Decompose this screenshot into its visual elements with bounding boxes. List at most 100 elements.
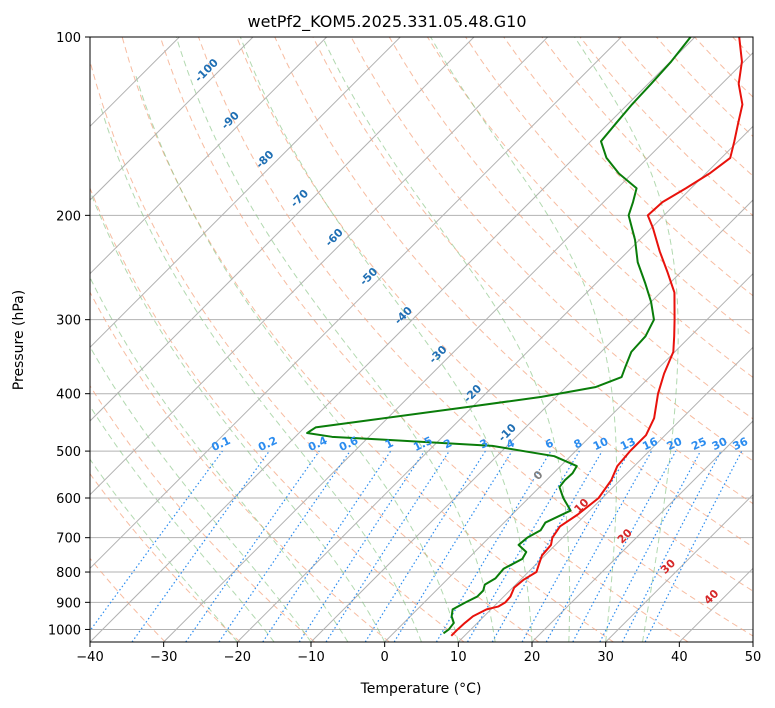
x-tick-label: 0 <box>381 650 389 665</box>
dry-adiabat <box>350 37 753 462</box>
dry-adiabat <box>236 37 753 592</box>
isotherm-line <box>90 37 549 496</box>
dry-adiabat <box>312 37 753 505</box>
x-tick-label: 50 <box>745 650 762 665</box>
dry-adiabat <box>90 384 316 642</box>
isotherm-line <box>90 37 696 642</box>
mixing-ratio-line <box>393 450 513 642</box>
mixing-ratio-line <box>298 450 425 642</box>
dry-adiabat <box>121 37 614 642</box>
x-tick-label: −30 <box>150 650 177 665</box>
y-axis: 100 200 300 400 500 600 700 800 900 1000 <box>48 31 90 638</box>
isotherm-label: -80 <box>253 148 276 171</box>
moist-adiabat <box>322 37 571 642</box>
y-axis-label: Pressure (hPa) <box>11 290 27 390</box>
moist-adiabat <box>134 72 459 642</box>
moist-adiabat <box>99 104 422 642</box>
y-tick-label: 300 <box>56 314 81 329</box>
x-tick-label: −20 <box>224 650 251 665</box>
mixing-ratio-line <box>521 450 631 642</box>
mixing-ratio-line <box>262 450 392 642</box>
mixing-ratio-line <box>599 450 702 642</box>
dry-adiabat <box>388 37 753 420</box>
isotherm-line <box>310 199 753 642</box>
mixing-ratio-label: 20 <box>665 435 685 453</box>
mixing-ratio-label: 1 <box>383 436 395 451</box>
isotherm-label: -60 <box>323 226 346 249</box>
mixing-ratio-line <box>435 450 552 642</box>
moist-adiabat <box>90 189 386 642</box>
dry-adiabat <box>90 186 465 642</box>
dry-adiabat <box>541 37 753 257</box>
dry-adiabat <box>503 37 753 297</box>
x-axis: −40 −30 −20 −10 0 10 20 30 40 50 <box>76 642 761 665</box>
dry-adiabat <box>771 37 775 642</box>
mixing-ratio-line <box>90 450 223 632</box>
dry-adiabat <box>274 37 753 548</box>
isotherm-label: -70 <box>288 187 311 210</box>
moist-adiabat <box>90 276 349 642</box>
dry-adiabat <box>694 37 753 98</box>
isotherm-line <box>90 37 475 422</box>
isotherm-label: -100 <box>192 56 221 85</box>
moist-adiabat <box>90 405 275 642</box>
isotherm-label: -40 <box>392 304 415 327</box>
isotherm-label: -50 <box>357 265 380 288</box>
x-tick-label: −10 <box>297 650 324 665</box>
isotherm-line <box>752 641 753 642</box>
isotherm-line <box>605 493 753 642</box>
isotherm-line <box>90 37 401 349</box>
mixing-ratio-line <box>545 450 653 642</box>
x-axis-label: Temperature (°C) <box>360 681 482 697</box>
moist-adiabat <box>175 37 496 642</box>
mixing-ratio-label: 10 <box>591 435 611 453</box>
mixing-ratio-line <box>644 450 743 642</box>
moist-adiabat <box>239 37 533 642</box>
x-tick-label: 40 <box>671 650 688 665</box>
plot-frame <box>89 36 754 643</box>
mixing-ratio-label: 36 <box>731 435 751 453</box>
x-tick-label: 20 <box>524 650 541 665</box>
x-tick-label: 10 <box>450 650 467 665</box>
dry-adiabat <box>465 37 753 337</box>
isotherm-label: -90 <box>219 109 242 132</box>
isotherm-line <box>384 272 753 642</box>
y-tick-label: 800 <box>56 566 81 581</box>
isotherm-label: -20 <box>461 382 484 405</box>
moist-adiabat <box>574 37 679 642</box>
mixing-ratio-label: 16 <box>640 435 660 453</box>
mixing-ratio-line <box>325 450 450 642</box>
dry-adiabat <box>426 37 753 378</box>
background-grid <box>90 37 775 642</box>
temperature-profile-line <box>450 37 744 637</box>
dry-adiabat <box>90 472 241 642</box>
y-tick-label: 1000 <box>48 623 81 638</box>
mixing-ratio-label: 6 <box>543 436 556 451</box>
y-tick-label: 600 <box>56 492 81 507</box>
isotherm-label: 30 <box>658 556 678 576</box>
mixing-ratio-line <box>364 450 486 642</box>
chart-title: wetPf2_KOM5.2025.331.05.48.G10 <box>247 12 526 32</box>
y-tick-label: 400 <box>56 388 81 403</box>
isotherm-line <box>90 37 328 275</box>
mixing-ratio-label: 30 <box>710 435 730 453</box>
x-tick-label: 30 <box>597 650 614 665</box>
isotherm-line <box>457 346 753 642</box>
isotherm-label: -10 <box>496 421 519 444</box>
isotherm-line <box>163 51 753 642</box>
mixing-ratio-line <box>572 450 677 642</box>
dry-adiabat <box>159 37 689 642</box>
dewpoint-profile-line <box>306 37 692 635</box>
isotherm-label: -30 <box>426 343 449 366</box>
isotherm-line <box>90 37 622 570</box>
dry-adiabat <box>90 59 540 642</box>
moist-adiabat <box>430 37 618 642</box>
y-tick-label: 500 <box>56 445 81 460</box>
mixing-ratio-line <box>185 450 320 642</box>
isotherm-line <box>678 567 753 642</box>
y-tick-label: 100 <box>56 31 81 46</box>
mixing-ratio-line <box>621 450 722 642</box>
profile-lines <box>306 37 744 637</box>
